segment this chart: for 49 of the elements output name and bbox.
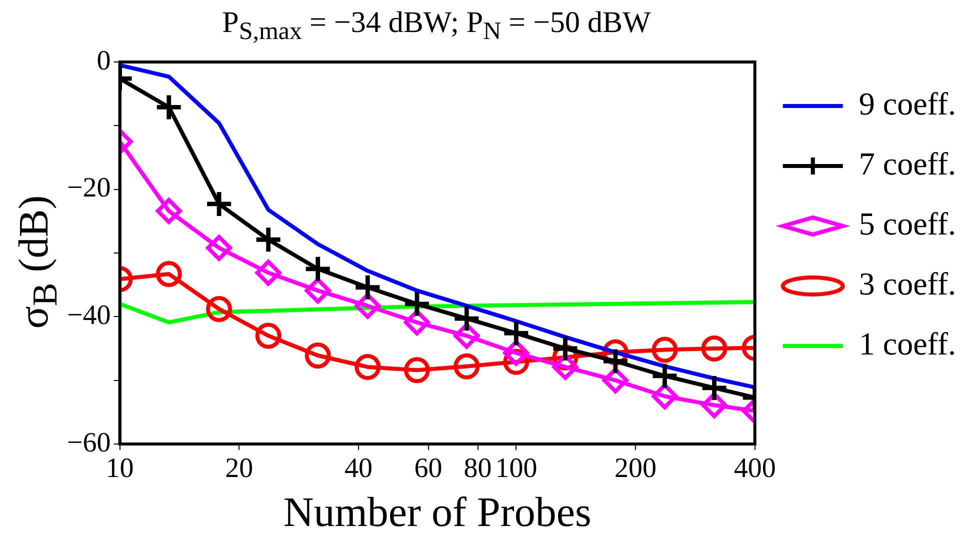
x-tick-label: 400 <box>734 453 776 484</box>
point <box>156 261 182 288</box>
x-tick-label: 60 <box>414 453 442 484</box>
x-tick-label: 80 <box>464 453 492 484</box>
point <box>404 309 430 336</box>
x-tick-label: 40 <box>344 453 372 484</box>
y-tick-label: 0 <box>96 45 111 76</box>
x-axis-title: Number of Probes <box>283 490 592 536</box>
point <box>701 336 728 362</box>
point <box>306 256 330 281</box>
point <box>404 357 430 384</box>
point <box>206 234 232 261</box>
legend-label: 5 coeff. <box>858 205 956 242</box>
point <box>304 342 331 369</box>
y-tick-label: −40 <box>66 300 111 332</box>
x-tick-label: 100 <box>495 453 538 484</box>
point <box>603 349 628 374</box>
chart-title: P$_{S,max}$ = −34 dBW; P$_{N}$ = −50 dBW <box>221 6 652 46</box>
point <box>454 306 479 331</box>
point <box>207 192 232 216</box>
point <box>256 228 280 252</box>
point <box>553 336 578 360</box>
y-tick-label: −20 <box>66 172 111 204</box>
point <box>304 278 331 304</box>
legend-label: 1 coeff. <box>858 325 956 362</box>
point <box>255 322 282 349</box>
point <box>404 292 429 316</box>
point <box>156 95 181 120</box>
point <box>454 322 480 349</box>
point <box>356 275 380 300</box>
point <box>652 336 678 363</box>
point <box>354 354 381 380</box>
point <box>701 392 728 418</box>
x-tick-label: 200 <box>614 453 657 484</box>
point <box>255 260 282 286</box>
legend-label: 3 coeff. <box>858 265 956 302</box>
point <box>454 353 480 380</box>
point <box>552 354 578 380</box>
legend-label: 9 coeff. <box>858 85 956 122</box>
point <box>504 321 528 346</box>
point <box>602 367 628 394</box>
point <box>156 198 182 224</box>
point <box>206 296 232 322</box>
legend-label: 7 coeff. <box>858 145 956 182</box>
point <box>702 376 726 400</box>
point <box>652 383 678 410</box>
point <box>652 364 677 388</box>
x-tick-label: 20 <box>225 453 254 484</box>
point <box>354 292 381 319</box>
